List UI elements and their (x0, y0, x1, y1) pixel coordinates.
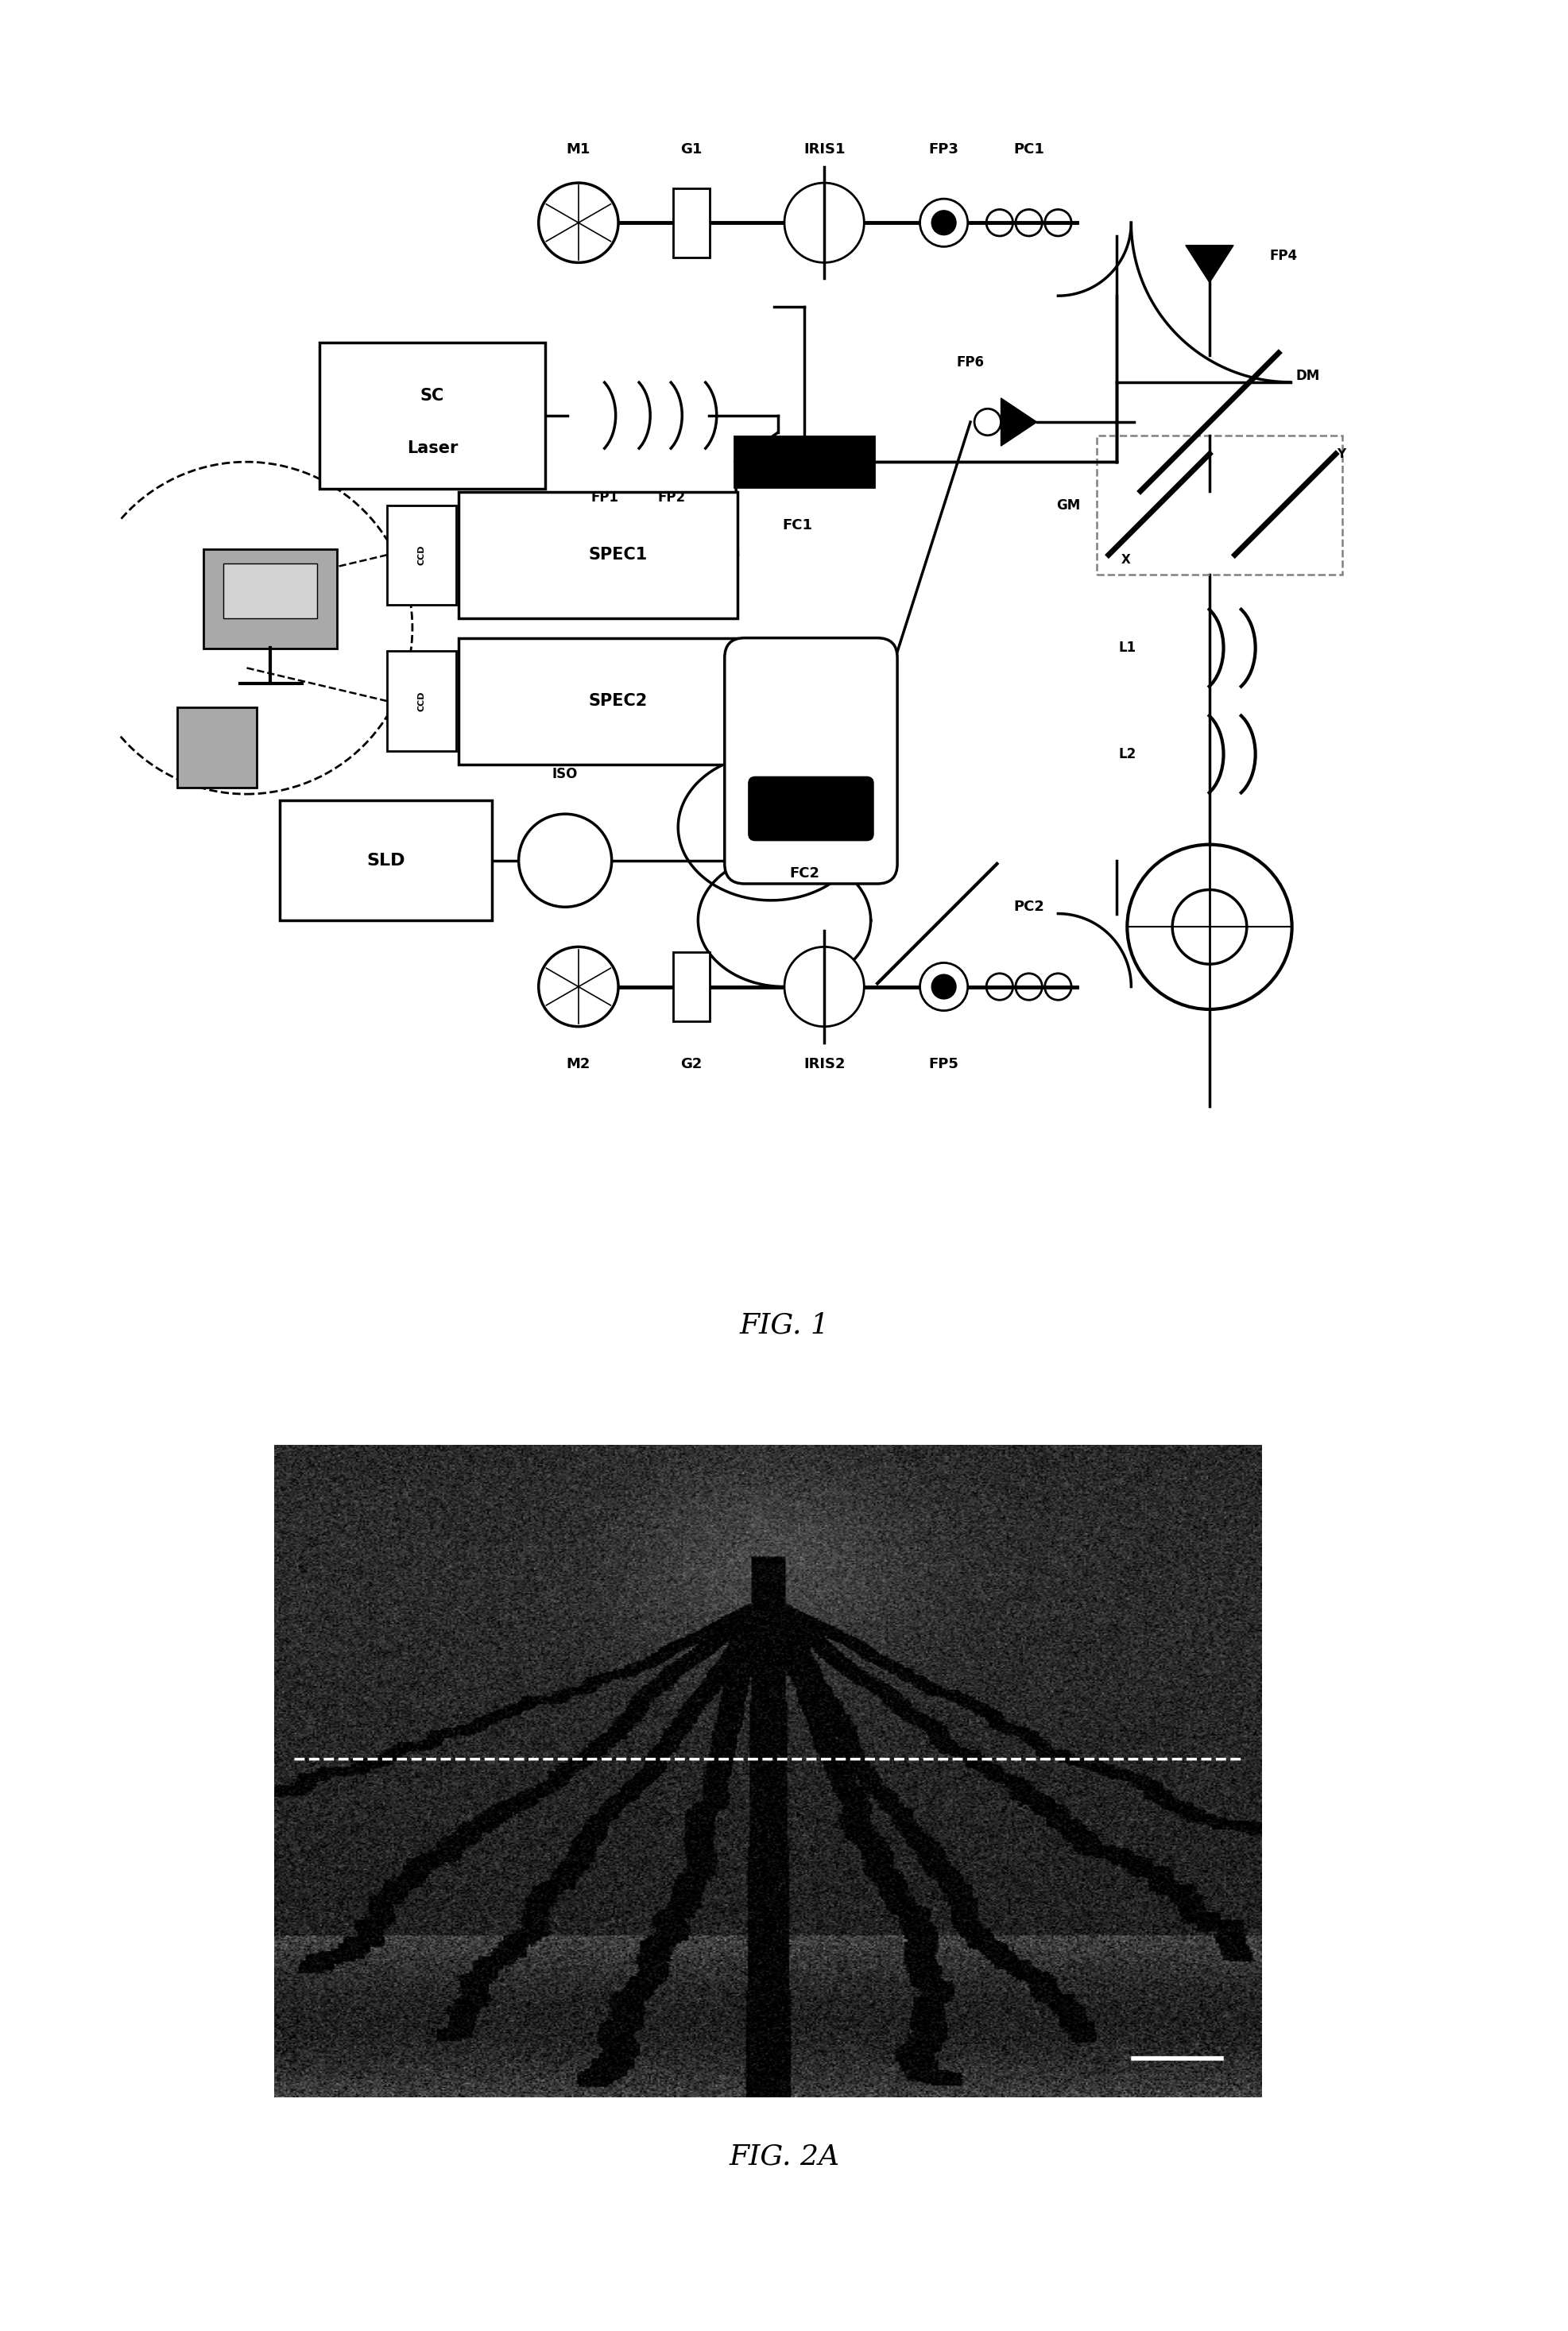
Circle shape (519, 814, 612, 907)
Text: SPEC2: SPEC2 (588, 692, 648, 709)
Text: SLD: SLD (367, 853, 405, 869)
Circle shape (538, 946, 618, 1026)
Circle shape (784, 182, 864, 263)
Text: FP3: FP3 (928, 142, 958, 156)
Circle shape (1127, 844, 1292, 1009)
Bar (387, 650, 456, 751)
Circle shape (931, 210, 955, 235)
Text: FIG. 2A: FIG. 2A (729, 2142, 839, 2170)
Text: FC1: FC1 (782, 517, 812, 534)
Text: FP1: FP1 (591, 490, 619, 506)
Text: ISO: ISO (552, 767, 577, 781)
Text: FC2: FC2 (789, 867, 818, 881)
Bar (320, 343, 546, 490)
Text: PC1: PC1 (1013, 142, 1044, 156)
Text: CCD: CCD (417, 545, 425, 564)
Text: SC: SC (420, 387, 444, 403)
Circle shape (919, 963, 967, 1012)
Text: L2: L2 (1118, 746, 1135, 762)
Text: G2: G2 (681, 1056, 702, 1070)
Circle shape (974, 408, 1000, 436)
Bar (673, 189, 710, 256)
Polygon shape (1185, 245, 1232, 282)
Text: CCD: CCD (417, 690, 425, 711)
Bar (279, 802, 492, 921)
Text: M2: M2 (566, 1056, 590, 1070)
Circle shape (1171, 890, 1247, 965)
Text: X: X (1121, 555, 1131, 566)
Text: M1: M1 (566, 142, 590, 156)
Circle shape (919, 198, 967, 247)
Bar (673, 951, 710, 1021)
Bar (734, 436, 873, 487)
Text: L1: L1 (1118, 641, 1135, 655)
Text: FP6: FP6 (956, 354, 983, 368)
FancyBboxPatch shape (748, 776, 873, 841)
Text: DM: DM (1295, 368, 1319, 382)
Text: Y: Y (1336, 448, 1345, 459)
Bar (387, 506, 456, 604)
Text: SPEC1: SPEC1 (588, 548, 648, 562)
Bar (1096, 436, 1342, 576)
Text: IRIS1: IRIS1 (803, 142, 845, 156)
Circle shape (538, 182, 618, 263)
FancyBboxPatch shape (724, 639, 897, 883)
Text: FIG. 1: FIG. 1 (739, 1312, 829, 1338)
Circle shape (931, 974, 955, 998)
Text: GM: GM (1057, 499, 1080, 513)
Bar (204, 548, 337, 648)
Text: FP5: FP5 (928, 1056, 958, 1070)
Text: Laser: Laser (406, 441, 458, 457)
Text: PC2: PC2 (1013, 900, 1044, 914)
Bar (177, 709, 257, 788)
Text: FP4: FP4 (1269, 249, 1297, 263)
Bar (224, 564, 317, 618)
Polygon shape (1000, 399, 1036, 445)
Text: FP2: FP2 (657, 490, 685, 506)
Text: IRIS2: IRIS2 (803, 1056, 845, 1070)
Circle shape (784, 946, 864, 1026)
Text: G1: G1 (681, 142, 702, 156)
Bar (459, 492, 737, 618)
Bar (459, 639, 737, 765)
